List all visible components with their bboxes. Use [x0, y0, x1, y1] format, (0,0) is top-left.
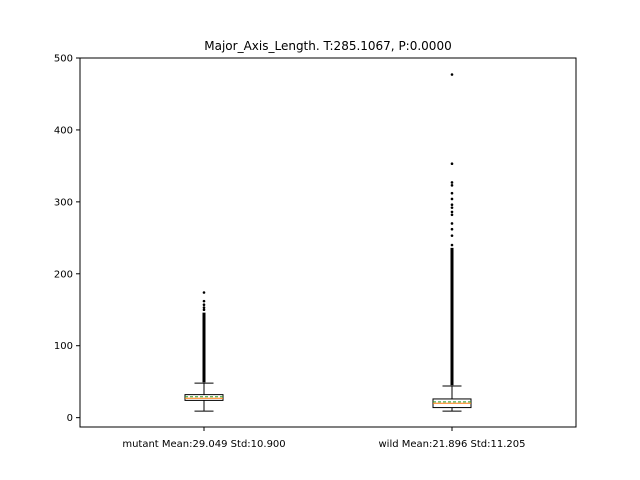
- outlier-point-1-7: [450, 203, 454, 207]
- box-group-0: [184, 291, 224, 412]
- outlier-point-1-4: [450, 213, 454, 217]
- outlier-point-0-4: [202, 291, 206, 294]
- outlier-point-1-12: [450, 162, 454, 166]
- outlier-point-0-3: [202, 299, 206, 303]
- y-tick-label-100: 100: [54, 341, 73, 352]
- y-tick-label-0: 0: [67, 413, 73, 424]
- box-group-1: [432, 73, 472, 412]
- chart-title: Major_Axis_Length. T:285.1067, P:0.0000: [204, 39, 451, 53]
- outlier-point-0-0: [202, 308, 206, 312]
- box-0: [184, 394, 224, 401]
- outlier-point-1-8: [450, 197, 454, 201]
- outlier-point-1-3: [450, 222, 454, 225]
- y-tick-label-200: 200: [54, 269, 73, 280]
- outlier-point-1-11: [450, 181, 454, 184]
- x-tick-label-1: wild Mean:21.896 Std:11.205: [378, 439, 525, 450]
- outlier-point-1-9: [450, 191, 454, 195]
- outlier-point-0-2: [202, 303, 206, 307]
- plot-area: [80, 58, 576, 427]
- y-tick-label-400: 400: [54, 125, 73, 136]
- outlier-point-1-2: [450, 227, 454, 231]
- outlier-point-1-6: [450, 206, 454, 209]
- outlier-point-1-10: [450, 184, 454, 187]
- outlier-point-1-0: [450, 243, 454, 247]
- outlier-point-1-1: [450, 234, 454, 237]
- outlier-point-1-5: [450, 210, 454, 214]
- plot-frame: [79, 57, 577, 428]
- y-tick-label-500: 500: [54, 54, 73, 65]
- outlier-point-0-1: [202, 306, 206, 309]
- x-tick-label-0: mutant Mean:29.049 Std:10.900: [122, 439, 285, 450]
- y-tick-label-300: 300: [54, 197, 73, 208]
- outlier-point-1-13: [450, 73, 454, 76]
